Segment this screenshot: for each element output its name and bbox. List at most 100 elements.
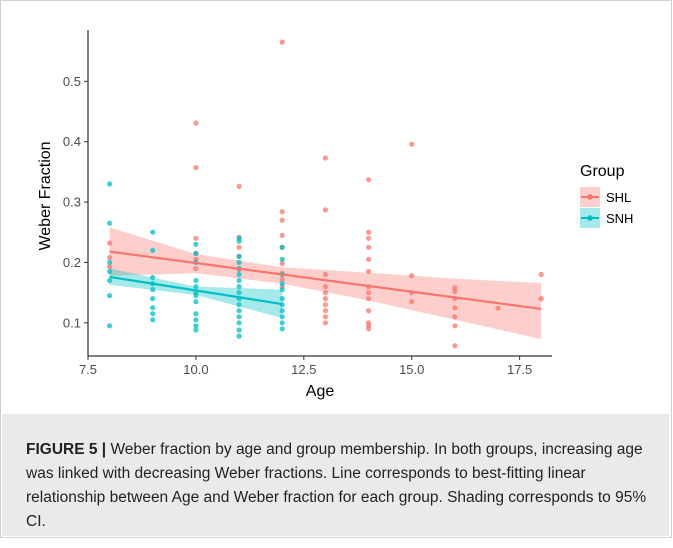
point-shl	[366, 326, 372, 332]
caption-box	[2, 414, 669, 536]
point-snh	[193, 323, 199, 329]
y-axis-ticks: 0.1 0.2 0.3 0.4 0.5	[63, 74, 88, 330]
point-shl	[322, 314, 328, 320]
point-snh	[107, 259, 113, 265]
point-snh	[193, 250, 199, 256]
x-tick-label: 7.5	[79, 362, 97, 377]
point-snh	[236, 333, 242, 339]
point-snh	[193, 241, 199, 247]
point-snh	[107, 181, 113, 187]
point-shl	[322, 320, 328, 326]
point-snh	[236, 308, 242, 314]
point-shl	[107, 255, 113, 261]
point-snh	[150, 229, 156, 235]
point-snh	[236, 271, 242, 278]
point-shl	[236, 244, 242, 250]
legend-label-shl: SHL	[606, 190, 631, 205]
point-snh	[279, 244, 285, 250]
y-tick-label: 0.5	[63, 74, 81, 89]
point-snh	[236, 253, 242, 259]
point-shl	[193, 265, 199, 272]
figure-label: FIGURE 5 |	[26, 441, 107, 458]
data-points	[107, 39, 544, 349]
point-shl	[107, 264, 113, 270]
point-shl	[538, 271, 544, 278]
point-shl	[279, 217, 285, 223]
y-tick-label: 0.1	[63, 315, 81, 330]
y-tick-label: 0.4	[63, 134, 81, 149]
point-shl	[495, 305, 501, 311]
point-snh	[279, 296, 285, 302]
point-snh	[107, 293, 113, 299]
point-shl	[366, 229, 372, 235]
y-tick-label: 0.2	[63, 255, 81, 270]
point-snh	[279, 320, 285, 326]
point-snh	[236, 327, 242, 333]
x-tick-label: 17.5	[507, 362, 532, 377]
point-shl	[322, 290, 328, 296]
point-snh	[193, 327, 199, 333]
point-shl	[322, 284, 328, 290]
point-snh	[193, 277, 199, 284]
point-snh	[107, 323, 113, 329]
point-shl	[409, 141, 415, 147]
point-snh	[150, 305, 156, 311]
point-snh	[279, 326, 285, 332]
legend-dot-shl	[587, 194, 593, 200]
point-shl	[193, 120, 199, 126]
point-snh	[279, 281, 285, 287]
point-shl	[279, 209, 285, 215]
point-shl	[279, 232, 285, 238]
point-shl	[452, 285, 458, 291]
point-snh	[150, 287, 156, 293]
point-shl	[279, 276, 285, 282]
point-shl	[452, 323, 458, 329]
point-shl	[322, 296, 328, 302]
point-snh	[279, 308, 285, 314]
point-shl	[279, 39, 285, 45]
point-shl	[366, 256, 372, 262]
fit-line-shl	[109, 250, 542, 311]
point-shl	[538, 296, 544, 302]
point-shl	[366, 308, 372, 314]
point-snh	[150, 247, 156, 253]
point-shl	[322, 271, 328, 278]
legend-label-snh: SNH	[606, 211, 633, 226]
point-shl	[193, 235, 199, 241]
point-snh	[236, 290, 242, 296]
point-shl	[366, 177, 372, 183]
point-shl	[193, 165, 199, 171]
x-axis-label: Age	[306, 383, 335, 400]
point-snh	[236, 320, 242, 326]
fit-lines	[109, 250, 542, 311]
point-snh	[236, 277, 242, 284]
point-snh	[236, 314, 242, 320]
caption-text: Weber fraction by age and group membersh…	[26, 441, 647, 530]
point-shl	[322, 155, 328, 161]
point-snh	[236, 302, 242, 308]
point-snh	[193, 317, 199, 323]
point-snh	[150, 311, 156, 317]
point-snh	[193, 299, 199, 305]
fit-line-snh	[109, 275, 283, 306]
point-shl	[409, 273, 415, 279]
point-shl	[409, 299, 415, 305]
legend-key-snh: SNH	[580, 208, 633, 228]
point-shl	[366, 296, 372, 302]
x-tick-label: 10.0	[183, 362, 208, 377]
point-shl	[366, 244, 372, 250]
point-shl	[322, 302, 328, 308]
point-snh	[279, 314, 285, 320]
point-shl	[452, 343, 458, 349]
point-snh	[150, 317, 156, 323]
point-snh	[193, 284, 199, 290]
point-shl	[366, 290, 372, 296]
point-snh	[193, 311, 199, 317]
point-snh	[193, 293, 199, 299]
figure-caption: FIGURE 5 | Weber fraction by age and gro…	[26, 438, 656, 534]
legend-dot-snh	[587, 215, 593, 221]
point-snh	[107, 277, 113, 284]
point-shl	[236, 183, 242, 189]
point-shl	[452, 314, 458, 320]
